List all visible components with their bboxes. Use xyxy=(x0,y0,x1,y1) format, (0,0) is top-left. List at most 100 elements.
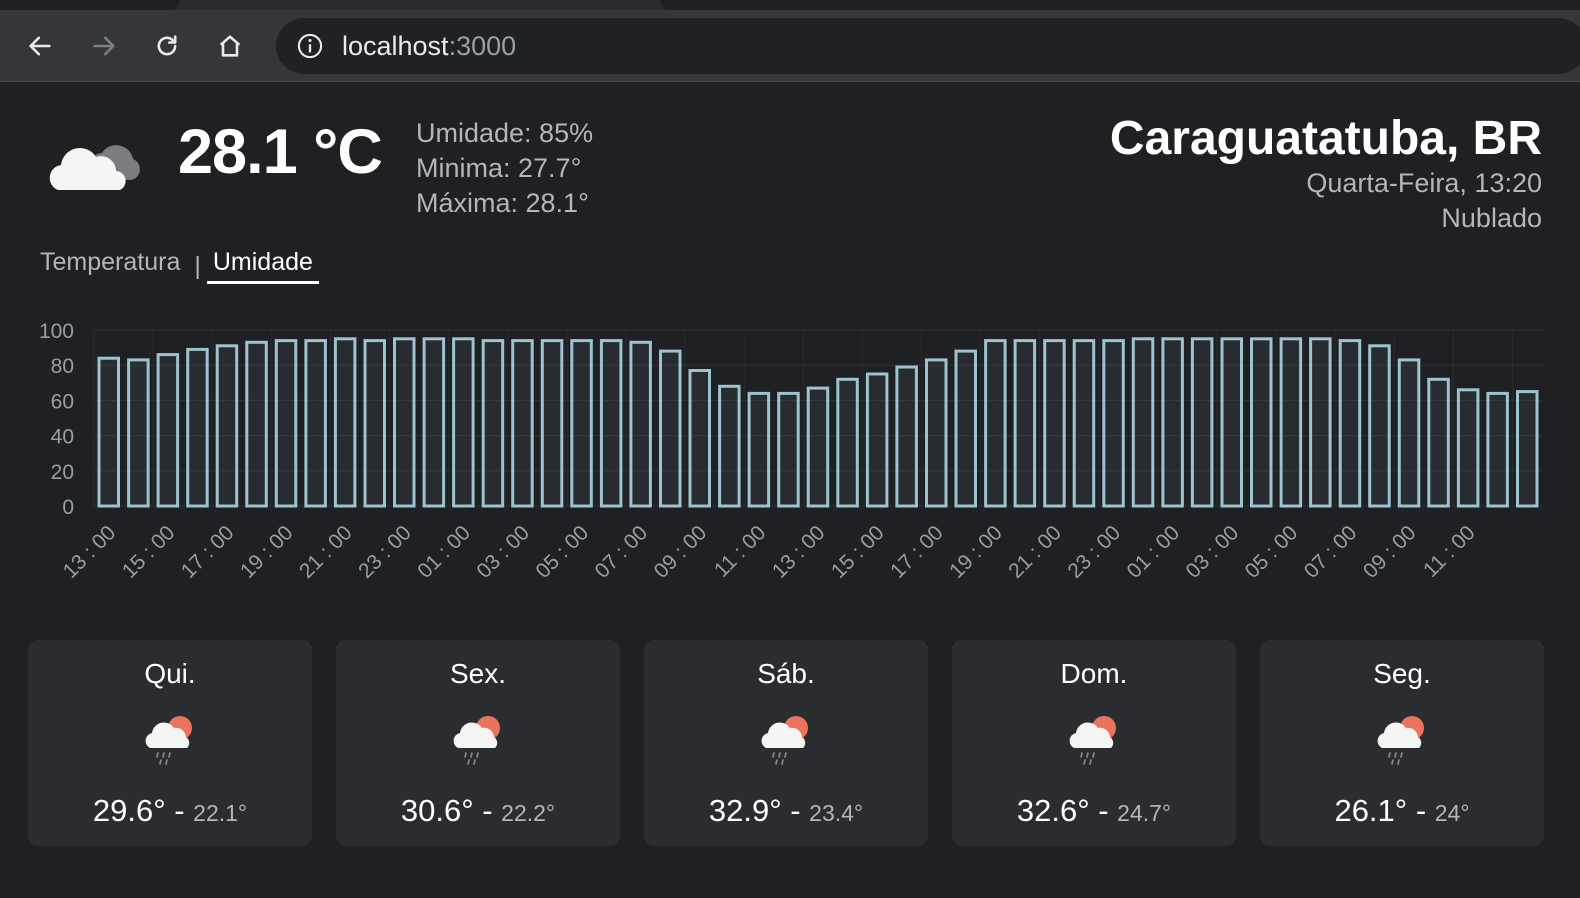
chart-bar xyxy=(954,349,977,508)
x-tick-label: 03 : 00 xyxy=(472,521,534,583)
browser-tab[interactable] xyxy=(660,0,1580,10)
chart-bar xyxy=(836,377,859,508)
forecast-range: 29.6° - 22.1° xyxy=(28,793,312,829)
forecast-day: Qui. xyxy=(144,658,196,689)
max-temp-text: Máxima: 28.1° xyxy=(416,188,589,218)
chart-bar xyxy=(984,339,1007,508)
forecast-max: 26.1° xyxy=(1334,793,1408,828)
forecast-range: 32.6° - 24.7° xyxy=(952,793,1236,829)
cloud-sun-rain-icon xyxy=(760,715,809,765)
forecast-card[interactable]: Sex. 30.6° - 22.2° xyxy=(336,640,620,846)
x-tick-label: 23 : 00 xyxy=(1063,521,1125,583)
chart-bar xyxy=(925,358,948,508)
chart-bar xyxy=(806,386,830,508)
x-tick-label: 01 : 00 xyxy=(1122,521,1184,583)
forecast-card[interactable]: Seg. 26.1° - 24° xyxy=(1260,640,1544,846)
x-tick-label: 15 : 00 xyxy=(118,521,180,583)
chart-bar xyxy=(1516,390,1539,508)
chart-bar xyxy=(215,344,239,508)
chart-bar xyxy=(156,353,180,508)
chart-bar xyxy=(393,337,416,508)
reload-button[interactable] xyxy=(151,30,183,62)
cloud-sun-rain-icon xyxy=(452,715,501,765)
current-temperature: 28.1 °C xyxy=(178,117,383,187)
min-temp-text: Minima: 27.7° xyxy=(416,153,582,183)
forecast-cards: Qui. 29.6° - 22.1° Sex. 30.6° - 22.2° Sá… xyxy=(28,640,1544,846)
chart-bar xyxy=(97,356,120,508)
chart-bar xyxy=(1309,337,1332,508)
x-tick-label: 23 : 00 xyxy=(354,521,416,583)
chart-bar xyxy=(629,340,652,508)
chart-bar xyxy=(127,358,150,508)
forecast-dash: - xyxy=(482,793,493,828)
x-tick-label: 17 : 00 xyxy=(886,521,948,583)
x-tick-label: 13 : 00 xyxy=(59,521,121,583)
browser-toolbar: localhost:3000 xyxy=(0,10,1580,82)
chart-bar xyxy=(1279,337,1303,508)
url-text[interactable]: localhost:3000 xyxy=(342,32,516,60)
browser-tab[interactable] xyxy=(0,0,180,10)
url-host: localhost xyxy=(342,31,449,61)
forecast-range: 30.6° - 22.2° xyxy=(336,793,620,829)
cloud-sun-rain-icon xyxy=(1068,715,1117,765)
chart-bar xyxy=(659,349,682,508)
current-details: Umidade: 85% Minima: 27.7° Máxima: 28.1° xyxy=(416,116,593,221)
info-icon[interactable] xyxy=(296,32,324,60)
city-name: Caraguatatuba, BR xyxy=(1109,112,1542,165)
chart-bar xyxy=(422,337,446,508)
chart-bar xyxy=(1368,344,1391,508)
chart-bar xyxy=(1338,339,1362,508)
x-tick-label: 11 : 00 xyxy=(1419,521,1480,582)
x-tick-label: 09 : 00 xyxy=(1359,521,1421,583)
chart-bar xyxy=(511,339,534,508)
reload-icon xyxy=(157,35,177,56)
x-tick-label: 17 : 00 xyxy=(177,521,239,583)
forecast-card[interactable]: Sáb. 32.9° - 23.4° xyxy=(644,640,928,846)
forecast-min: 24.7° xyxy=(1117,800,1172,826)
y-tick-label: 80 xyxy=(51,355,74,378)
forecast-day: Sex. xyxy=(449,658,507,689)
x-tick-label: 13 : 00 xyxy=(768,521,830,583)
chart-bar xyxy=(747,391,771,508)
x-tick-label: 03 : 00 xyxy=(1182,521,1244,583)
date-time: Quarta-Feira, 13:20 xyxy=(1306,168,1542,198)
back-button[interactable] xyxy=(24,30,56,62)
tab-strip xyxy=(0,0,1580,10)
x-tick-label: 15 : 00 xyxy=(827,521,889,583)
chart-bar xyxy=(186,347,209,508)
chart-bar xyxy=(1397,358,1421,508)
cloud-icon xyxy=(49,145,140,190)
chart-bar xyxy=(540,339,564,508)
x-tick-label: 19 : 00 xyxy=(236,521,298,583)
y-tick-label: 0 xyxy=(62,496,74,519)
forecast-card[interactable]: Qui. 29.6° - 22.1° xyxy=(28,640,312,846)
forecast-card[interactable]: Dom. 32.6° - 24.7° xyxy=(952,640,1236,846)
chart-bar xyxy=(245,340,268,508)
chart-bar xyxy=(274,339,298,508)
chart-bar xyxy=(333,337,357,508)
forward-button[interactable] xyxy=(88,30,120,62)
chart-bar xyxy=(777,391,800,508)
tab-humidity[interactable]: Umidade xyxy=(206,248,319,284)
forecast-day: Seg. xyxy=(1373,658,1431,689)
home-button[interactable] xyxy=(214,30,246,62)
weather-condition: Nublado xyxy=(1441,203,1542,233)
chart-bar xyxy=(1486,391,1509,508)
chart-bar xyxy=(452,337,475,508)
x-tick-label: 07 : 00 xyxy=(591,521,653,583)
tab-temperature[interactable]: Temperatura xyxy=(40,248,181,276)
chart-bar xyxy=(1013,339,1037,508)
forecast-range: 32.9° - 23.4° xyxy=(644,793,928,829)
forecast-dash: - xyxy=(174,793,185,828)
chart-bar xyxy=(1161,337,1184,508)
chart-bar xyxy=(1043,339,1066,508)
cloud-sun-rain-icon xyxy=(144,715,193,765)
address-bar[interactable]: localhost:3000 xyxy=(276,18,1580,74)
forecast-max: 29.6° xyxy=(92,793,166,828)
arrow-left-icon xyxy=(29,36,51,56)
forecast-min: 22.2° xyxy=(501,800,556,826)
y-tick-label: 40 xyxy=(51,426,74,449)
forecast-min: 24° xyxy=(1434,800,1470,826)
chart-bar xyxy=(599,339,623,508)
